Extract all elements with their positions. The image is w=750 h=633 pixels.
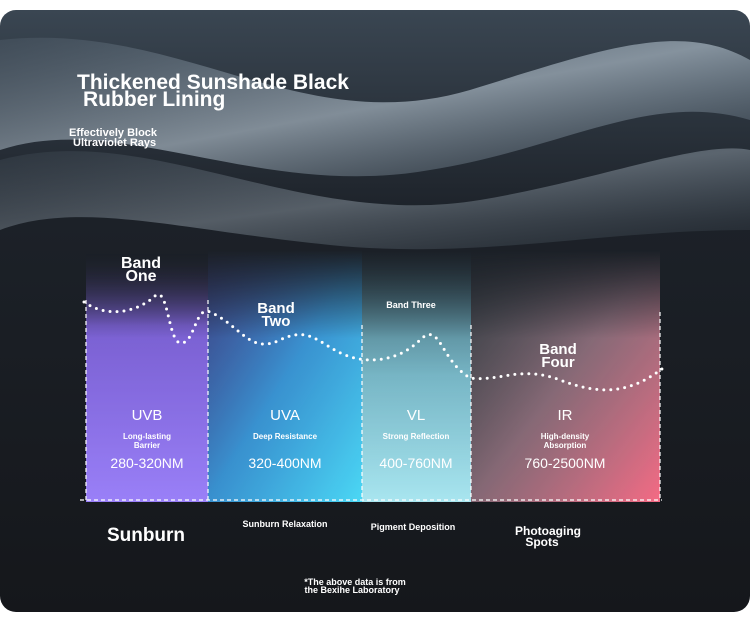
band-name: UVA <box>270 407 300 424</box>
band-label: Four <box>541 354 574 371</box>
band-feature: Absorption <box>544 441 587 450</box>
footnote: the Bexihe Laboratory <box>304 585 399 595</box>
band-feature: Long-lasting <box>123 432 171 441</box>
title: Thickened Sunshade Black <box>77 71 349 94</box>
subtitle: Effectively Block <box>69 127 158 139</box>
band-range: 280-320NM <box>110 455 183 471</box>
band-effect: Sunburn Relaxation <box>242 519 327 529</box>
band-fill <box>208 250 362 502</box>
band-feature: Deep Resistance <box>253 432 318 441</box>
band-label: Band Three <box>386 300 436 310</box>
band-label: Band <box>121 255 161 272</box>
band-effect: Photoaging <box>515 524 581 538</box>
silk <box>0 148 750 250</box>
band-fill <box>86 250 208 502</box>
separators <box>80 300 662 501</box>
band-label: Band <box>539 341 577 358</box>
band-name: VL <box>407 407 425 424</box>
band-label: One <box>125 268 156 285</box>
band-range: 760-2500NM <box>525 455 606 471</box>
band-fill <box>362 250 471 502</box>
title: Rubber Lining <box>83 88 225 111</box>
band-label: Band <box>257 300 295 317</box>
subtitle: Ultraviolet Rays <box>73 137 156 149</box>
band-effect: Spots <box>525 535 559 549</box>
band-label: Two <box>262 313 291 330</box>
wave <box>82 293 669 392</box>
band-name: IR <box>558 407 573 424</box>
band-range: 400-760NM <box>379 455 452 471</box>
band-effect: Pigment Deposition <box>371 522 456 532</box>
band-range: 320-400NM <box>248 455 321 471</box>
band-feature: Strong Reflection <box>383 432 450 441</box>
band-feature: Barrier <box>134 441 160 450</box>
footnote: *The above data is from <box>304 577 406 587</box>
band-effect: Sunburn <box>107 525 185 546</box>
band-feature: High-density <box>541 432 590 441</box>
silk <box>0 37 750 177</box>
band-name: UVB <box>132 407 163 424</box>
